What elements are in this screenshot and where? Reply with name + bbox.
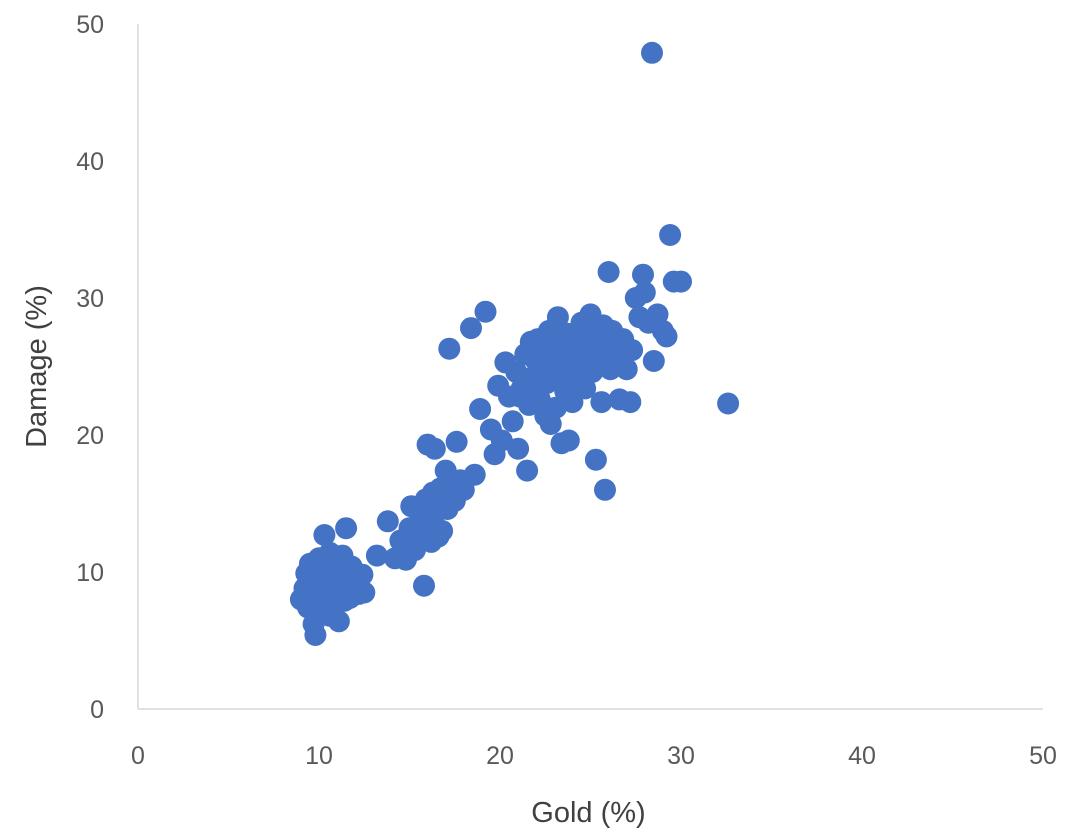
y-tick-label: 40 [76, 148, 104, 176]
data-point [431, 519, 454, 542]
data-point [338, 587, 361, 609]
data-point [574, 377, 597, 400]
data-point [584, 448, 607, 471]
data-point [469, 398, 492, 420]
data-point [532, 369, 555, 392]
data-point [641, 41, 663, 64]
data-point [516, 459, 539, 482]
data-point [490, 429, 513, 452]
axes [137, 24, 1043, 710]
x-tick-label: 10 [305, 742, 333, 770]
x-tick-label: 0 [131, 742, 145, 770]
x-tick-label: 50 [1029, 742, 1057, 770]
data-point [365, 544, 388, 567]
data-point [606, 341, 629, 364]
data-point [351, 563, 374, 586]
data-point [581, 322, 604, 345]
data-point [304, 624, 327, 646]
data-point [536, 352, 559, 375]
data-point [327, 610, 350, 633]
data-points [289, 41, 740, 646]
data-point [474, 300, 497, 323]
data-point [463, 463, 486, 486]
y-tick-label: 20 [76, 422, 104, 450]
data-point [659, 224, 682, 246]
data-point [376, 510, 399, 533]
x-tick-label: 20 [486, 742, 514, 770]
tick-labels: 0 10 20 30 40 50 0 10 20 30 40 50 [76, 11, 1057, 770]
x-tick-label: 40 [848, 742, 876, 770]
data-point [508, 385, 531, 408]
x-axis-title: Gold (%) [531, 797, 645, 829]
data-point [295, 562, 318, 585]
y-axis-title: Damage (%) [21, 285, 53, 448]
data-point [318, 541, 341, 564]
data-point [632, 263, 654, 286]
y-tick-label: 10 [76, 559, 104, 587]
y-tick-label: 30 [76, 285, 104, 313]
data-point [655, 325, 678, 348]
data-point [642, 350, 665, 372]
data-point [445, 430, 468, 453]
data-point [335, 517, 358, 540]
data-point [403, 539, 426, 562]
x-tick-label: 30 [667, 742, 695, 770]
data-point [590, 391, 613, 414]
y-tick-label: 50 [76, 11, 104, 39]
data-point [306, 599, 329, 622]
data-point [670, 270, 692, 293]
data-point [717, 392, 740, 415]
data-point [594, 478, 616, 501]
data-point [507, 437, 530, 460]
data-point [619, 391, 642, 414]
data-point [633, 281, 656, 304]
data-point [460, 317, 482, 340]
data-point [646, 303, 669, 326]
data-point [581, 361, 604, 383]
y-tick-label: 0 [90, 696, 104, 724]
data-point [322, 565, 345, 588]
data-point [559, 361, 582, 383]
data-point [615, 358, 638, 381]
data-point [423, 437, 446, 460]
data-point [501, 410, 524, 433]
data-point [546, 306, 569, 329]
data-point [557, 429, 580, 452]
data-point [438, 337, 461, 360]
data-point [313, 524, 336, 546]
data-point [597, 261, 620, 283]
data-point [452, 478, 475, 501]
data-point [413, 574, 435, 597]
